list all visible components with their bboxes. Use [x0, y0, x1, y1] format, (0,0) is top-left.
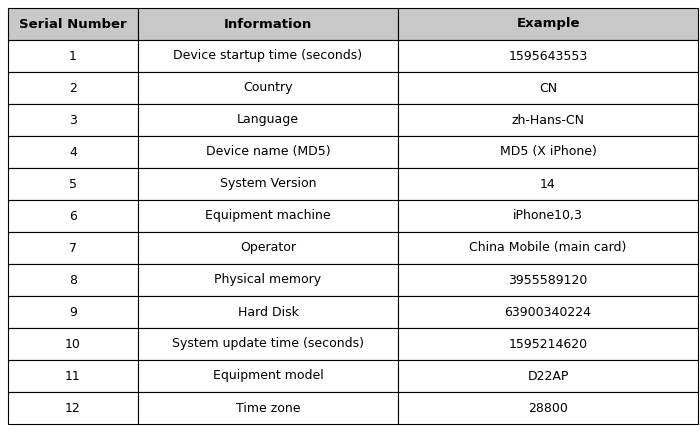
Text: 28800: 28800 — [528, 401, 568, 415]
Text: Device startup time (seconds): Device startup time (seconds) — [174, 49, 363, 63]
Bar — [398, 40, 698, 72]
Text: 1595214620: 1595214620 — [508, 337, 587, 351]
Bar — [8, 232, 138, 264]
Bar — [8, 392, 138, 424]
Text: 1: 1 — [69, 49, 77, 63]
Text: 63900340224: 63900340224 — [505, 306, 592, 318]
Text: 9: 9 — [69, 306, 77, 318]
Text: CN: CN — [539, 82, 557, 94]
Text: 2: 2 — [69, 82, 77, 94]
Text: China Mobile (main card): China Mobile (main card) — [469, 242, 626, 254]
Bar — [398, 8, 698, 40]
Bar — [8, 40, 138, 72]
Bar — [138, 104, 398, 136]
Text: iPhone10,3: iPhone10,3 — [513, 209, 583, 223]
Bar — [138, 72, 398, 104]
Bar — [138, 200, 398, 232]
Bar — [138, 360, 398, 392]
Text: Time zone: Time zone — [236, 401, 300, 415]
Text: System Version: System Version — [220, 177, 316, 191]
Bar — [138, 392, 398, 424]
Text: 6: 6 — [69, 209, 77, 223]
Text: Serial Number: Serial Number — [19, 18, 127, 30]
Bar — [398, 72, 698, 104]
Text: zh-Hans-CN: zh-Hans-CN — [512, 113, 584, 127]
Bar — [398, 328, 698, 360]
Text: Equipment machine: Equipment machine — [205, 209, 331, 223]
Bar — [8, 168, 138, 200]
Bar — [8, 296, 138, 328]
Bar — [138, 264, 398, 296]
Text: Operator: Operator — [240, 242, 296, 254]
Bar — [398, 360, 698, 392]
Text: 11: 11 — [65, 370, 81, 382]
Bar — [138, 328, 398, 360]
Bar — [8, 264, 138, 296]
Text: System update time (seconds): System update time (seconds) — [172, 337, 364, 351]
Text: 3: 3 — [69, 113, 77, 127]
Text: D22AP: D22AP — [527, 370, 568, 382]
Bar — [398, 296, 698, 328]
Bar — [398, 136, 698, 168]
Bar — [8, 104, 138, 136]
Bar — [398, 264, 698, 296]
Text: 4: 4 — [69, 146, 77, 158]
Bar — [8, 72, 138, 104]
Bar — [138, 8, 398, 40]
Text: 5: 5 — [69, 177, 77, 191]
Bar — [8, 200, 138, 232]
Bar — [398, 200, 698, 232]
Text: MD5 (X iPhone): MD5 (X iPhone) — [500, 146, 596, 158]
Text: Example: Example — [517, 18, 580, 30]
Text: Country: Country — [244, 82, 293, 94]
Text: 12: 12 — [65, 401, 81, 415]
Text: 14: 14 — [540, 177, 556, 191]
Bar — [398, 232, 698, 264]
Bar — [398, 104, 698, 136]
Text: 3955589120: 3955589120 — [508, 273, 588, 287]
Bar — [138, 136, 398, 168]
Bar — [8, 8, 138, 40]
Text: Hard Disk: Hard Disk — [237, 306, 298, 318]
Text: 8: 8 — [69, 273, 77, 287]
Text: Equipment model: Equipment model — [213, 370, 323, 382]
Bar — [398, 392, 698, 424]
Text: 7: 7 — [69, 242, 77, 254]
Bar — [138, 232, 398, 264]
Bar — [138, 40, 398, 72]
Bar — [138, 168, 398, 200]
Bar — [8, 328, 138, 360]
Bar — [138, 296, 398, 328]
Bar — [398, 168, 698, 200]
Text: Language: Language — [237, 113, 299, 127]
Text: 1595643553: 1595643553 — [508, 49, 587, 63]
Bar — [8, 136, 138, 168]
Text: Physical memory: Physical memory — [214, 273, 321, 287]
Text: Information: Information — [224, 18, 312, 30]
Text: 10: 10 — [65, 337, 81, 351]
Text: Device name (MD5): Device name (MD5) — [206, 146, 330, 158]
Bar — [8, 360, 138, 392]
